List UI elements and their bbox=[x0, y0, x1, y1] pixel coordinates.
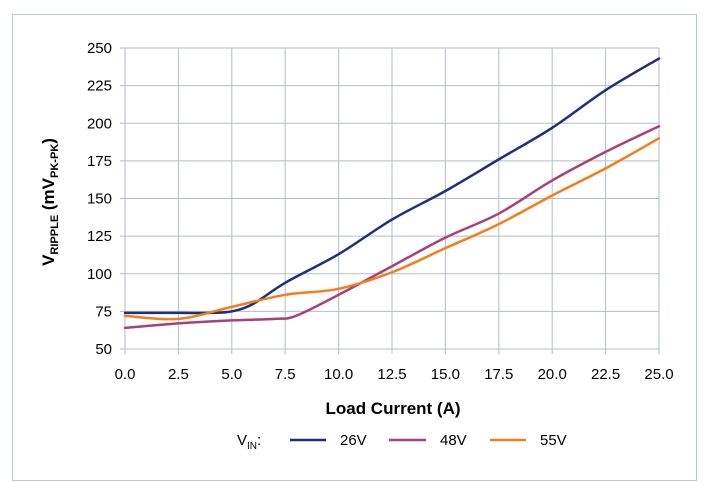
y-tick-label: 150 bbox=[87, 191, 112, 208]
y-tick-label: 75 bbox=[95, 303, 112, 320]
legend: VIN: 26V 48V 55V bbox=[237, 432, 567, 452]
x-tick-label: 5.0 bbox=[221, 366, 242, 383]
y-tick-label: 125 bbox=[87, 228, 112, 245]
y-axis-title-unit-sub: PK-PK bbox=[49, 144, 61, 178]
legend-prefix-colon: : bbox=[257, 432, 261, 449]
x-tick-label: 10.0 bbox=[324, 366, 353, 383]
y-tick-label: 175 bbox=[87, 153, 112, 170]
x-tick-label: 22.5 bbox=[591, 366, 620, 383]
grid bbox=[120, 47, 660, 354]
x-tick-labels: 0.0 2.5 5.0 7.5 10.0 12.5 15.0 17.5 20.0 22.5 25.0 bbox=[115, 366, 674, 383]
y-tick-label: 100 bbox=[87, 266, 112, 283]
x-tick-label: 25.0 bbox=[644, 366, 673, 383]
legend-prefix-main: V bbox=[237, 432, 247, 449]
legend-prefix-sub: IN bbox=[247, 441, 257, 452]
x-tick-label: 0.0 bbox=[115, 366, 136, 383]
legend-prefix: VIN: bbox=[237, 432, 261, 452]
y-axis-title: VRIPPLE (mVPK-PK) bbox=[39, 138, 61, 266]
x-tick-label: 20.0 bbox=[538, 366, 567, 383]
y-tick-label: 200 bbox=[87, 115, 112, 132]
chart-border bbox=[12, 14, 697, 481]
y-axis-title-close: ) bbox=[39, 138, 58, 144]
x-axis-title: Load Current (A) bbox=[325, 399, 460, 418]
y-tick-label: 250 bbox=[87, 40, 112, 57]
x-tick-label: 2.5 bbox=[168, 366, 189, 383]
legend-label-26v: 26V bbox=[340, 432, 367, 449]
y-tick-label: 50 bbox=[95, 341, 112, 358]
y-axis-title-main: V bbox=[39, 254, 58, 266]
y-tick-label: 225 bbox=[87, 78, 112, 95]
y-axis-title-unit: (mV bbox=[39, 177, 58, 215]
legend-label-55v: 55V bbox=[540, 432, 567, 449]
series-layer bbox=[123, 57, 661, 330]
x-tick-label: 17.5 bbox=[484, 366, 513, 383]
x-tick-label: 15.0 bbox=[431, 366, 460, 383]
y-tick-labels: 50 75 100 125 150 175 200 225 250 bbox=[87, 40, 112, 358]
y-axis-title-sub: RIPPLE bbox=[49, 215, 61, 255]
legend-label-48v: 48V bbox=[440, 432, 467, 449]
x-tick-label: 7.5 bbox=[275, 366, 296, 383]
series-line-55v bbox=[123, 137, 661, 321]
x-tick-label: 12.5 bbox=[377, 366, 406, 383]
